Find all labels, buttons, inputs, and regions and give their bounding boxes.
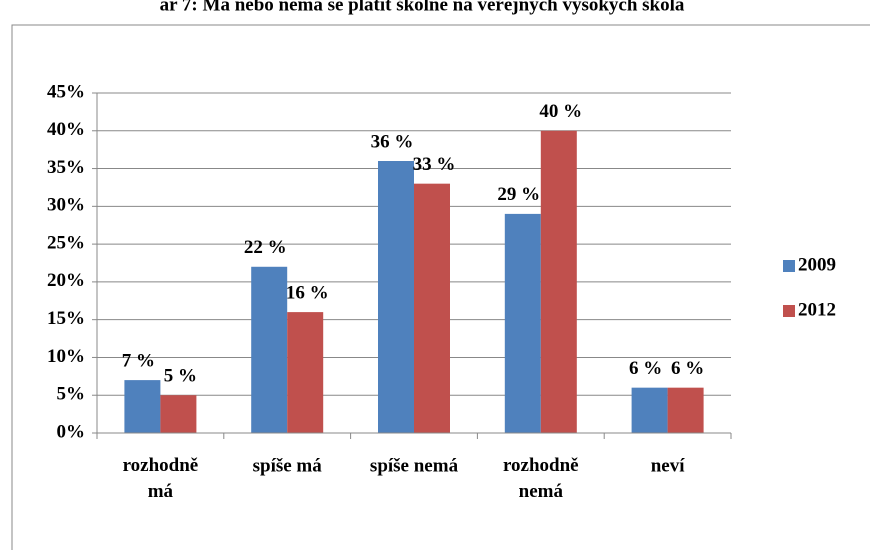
bar <box>378 161 414 433</box>
data-label: 29 % <box>497 184 540 205</box>
y-tick-label: 30% <box>47 195 85 216</box>
y-tick-label: 35% <box>47 157 85 178</box>
data-label: 40 % <box>539 101 582 122</box>
x-tick-label: spíše má <box>253 455 323 476</box>
data-label: 22 % <box>244 237 287 258</box>
legend-swatch <box>783 305 795 317</box>
data-label: 16 % <box>286 282 329 303</box>
data-label: 6 % <box>671 358 704 379</box>
y-tick-label: 15% <box>47 308 85 329</box>
bar <box>124 380 161 433</box>
y-tick-label: 40% <box>47 119 85 140</box>
chart-frame <box>11 24 870 550</box>
x-tick-label: rozhodně nemá <box>503 455 579 502</box>
bar <box>504 213 541 433</box>
data-label: 7 % <box>122 350 155 371</box>
bar <box>160 395 197 433</box>
legend-label: 2009 <box>798 254 836 275</box>
data-label: 36 % <box>371 131 414 152</box>
bar <box>631 387 668 433</box>
data-label: 5 % <box>164 366 197 387</box>
x-tick-label: rozhodně má <box>123 455 199 502</box>
x-tick-label: spíše nemá <box>370 455 459 476</box>
y-tick-label: 5% <box>57 384 86 405</box>
data-label: 33 % <box>413 154 456 175</box>
y-tick-label: 45% <box>47 81 85 102</box>
y-tick-label: 0% <box>57 421 86 442</box>
y-tick-label: 25% <box>47 232 85 253</box>
bar <box>287 312 324 433</box>
bar <box>251 266 288 433</box>
bar <box>540 130 577 433</box>
legend-swatch <box>783 260 795 272</box>
chart-title: ar 7: Má nebo nemá se platit školné na v… <box>160 0 685 15</box>
bar <box>667 387 704 433</box>
x-tick-label: neví <box>651 455 686 476</box>
y-tick-label: 20% <box>47 270 85 291</box>
data-label: 6 % <box>629 358 662 379</box>
bar <box>414 183 450 433</box>
legend-label: 2012 <box>798 299 836 320</box>
y-tick-label: 10% <box>47 346 85 367</box>
